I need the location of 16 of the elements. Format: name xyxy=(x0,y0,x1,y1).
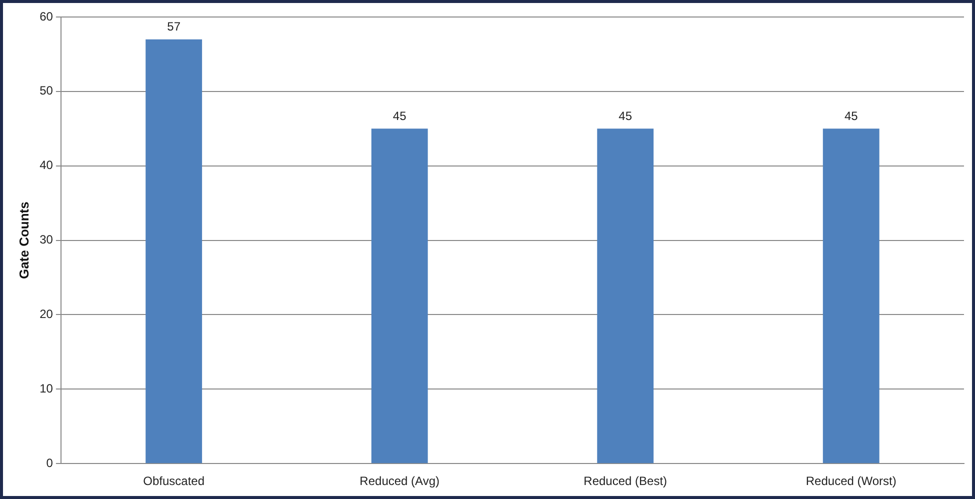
y-tick-label: 0 xyxy=(46,456,54,470)
y-tick-label: 40 xyxy=(40,158,54,172)
y-tick-label: 20 xyxy=(40,307,54,322)
data-label: 45 xyxy=(392,108,407,123)
x-tick-label: Reduced (Worst) xyxy=(806,474,896,488)
y-tick-label: 30 xyxy=(40,232,54,247)
y-tick-label: 50 xyxy=(40,84,54,98)
data-label: 45 xyxy=(618,108,632,123)
y-tick-label: 60 xyxy=(40,9,54,24)
x-tick-label: Obfuscated xyxy=(143,474,205,488)
y-tick-label: 10 xyxy=(40,381,54,396)
x-tick-label: Reduced (Best) xyxy=(584,474,668,488)
data-label: 57 xyxy=(167,20,181,34)
y-axis-title: Gate Counts xyxy=(16,202,32,279)
x-tick-label: Reduced (Avg) xyxy=(360,474,440,488)
data-label: 45 xyxy=(844,108,858,123)
